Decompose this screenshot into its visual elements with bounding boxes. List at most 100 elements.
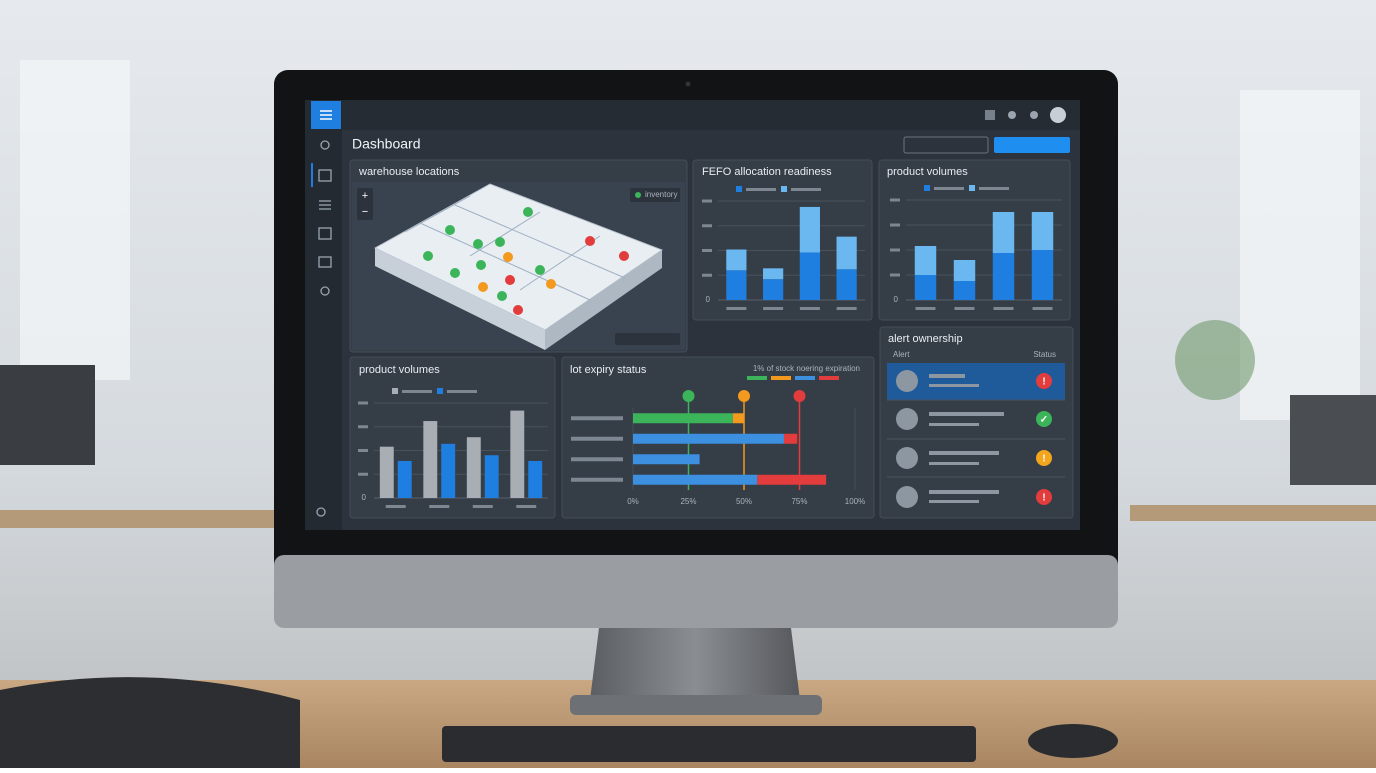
threshold-pin bbox=[793, 390, 806, 402]
bar bbox=[633, 454, 700, 465]
category-placeholder bbox=[799, 307, 820, 310]
legend-swatch bbox=[819, 376, 839, 380]
threshold-pin bbox=[738, 390, 750, 402]
legend-placeholder bbox=[791, 188, 821, 191]
panel-title: product volumes bbox=[887, 166, 968, 178]
chart-subtitle: 1% of stock noering expiration bbox=[753, 364, 860, 373]
top-icons[interactable] bbox=[985, 107, 1066, 123]
panel-title: lot expiry status bbox=[570, 364, 647, 376]
tick-placeholder bbox=[358, 401, 368, 405]
category-placeholder bbox=[516, 505, 537, 508]
keyboard bbox=[442, 726, 976, 762]
bar bbox=[379, 446, 394, 498]
sidebar bbox=[305, 100, 342, 530]
dropdown[interactable] bbox=[903, 136, 989, 154]
tick-placeholder bbox=[890, 223, 900, 227]
sidebar-icons[interactable] bbox=[316, 140, 332, 517]
legend-swatch bbox=[771, 376, 791, 380]
column-header: Alert bbox=[893, 350, 910, 359]
legend-swatch bbox=[795, 376, 815, 380]
bar bbox=[510, 410, 525, 498]
chair bbox=[0, 677, 300, 768]
bar bbox=[953, 260, 976, 281]
action-button[interactable] bbox=[994, 137, 1070, 153]
bar bbox=[757, 474, 827, 485]
category-placeholder bbox=[385, 505, 406, 508]
bar bbox=[992, 253, 1015, 300]
tick-placeholder bbox=[702, 273, 712, 277]
category-placeholder bbox=[429, 505, 450, 508]
bar bbox=[799, 206, 820, 253]
tick-placeholder bbox=[358, 425, 368, 429]
bar bbox=[726, 249, 747, 271]
svg-text:!: ! bbox=[1042, 377, 1045, 388]
threshold-pin bbox=[682, 390, 695, 402]
svg-text:−: − bbox=[362, 206, 368, 218]
bar bbox=[1031, 212, 1054, 250]
camera bbox=[685, 81, 691, 87]
category-placeholder bbox=[1032, 307, 1053, 310]
background-monitor bbox=[0, 365, 95, 465]
legend-placeholder bbox=[746, 188, 776, 191]
panel-title: warehouse locations bbox=[358, 166, 460, 178]
bar bbox=[914, 275, 937, 300]
panel-title: alert ownership bbox=[888, 333, 963, 345]
bar bbox=[992, 212, 1015, 253]
category-placeholder bbox=[472, 505, 493, 508]
bar bbox=[528, 460, 543, 498]
svg-text:!: ! bbox=[1042, 493, 1045, 504]
legend-swatch bbox=[736, 186, 742, 192]
row-placeholder bbox=[571, 416, 623, 421]
panel-title: FEFO allocation readiness bbox=[702, 166, 832, 178]
legend-placeholder bbox=[447, 390, 477, 393]
background-desk bbox=[1130, 505, 1376, 521]
x-tick-label: 50% bbox=[736, 497, 752, 506]
menu-icon bbox=[320, 110, 332, 120]
bar bbox=[783, 433, 798, 444]
x-tick-label: 0% bbox=[627, 497, 639, 506]
y-tick-label: 0 bbox=[362, 493, 367, 502]
bar bbox=[726, 270, 747, 300]
tick-placeholder bbox=[702, 224, 712, 228]
bar bbox=[799, 252, 820, 300]
bar bbox=[836, 236, 857, 270]
sidebar-active bbox=[311, 163, 313, 187]
category-placeholder bbox=[763, 307, 784, 310]
tick-placeholder bbox=[890, 248, 900, 252]
bar bbox=[423, 421, 438, 498]
bar bbox=[732, 413, 744, 424]
bar bbox=[763, 268, 784, 280]
window bbox=[20, 60, 130, 380]
bar bbox=[633, 474, 758, 485]
monitor-base bbox=[570, 695, 822, 715]
bar bbox=[441, 443, 456, 498]
bar bbox=[914, 246, 937, 275]
column-header: Status bbox=[1033, 350, 1056, 359]
bar bbox=[484, 455, 499, 498]
category-placeholder bbox=[836, 307, 857, 310]
legend-placeholder bbox=[934, 187, 964, 190]
svg-text:✓: ✓ bbox=[1040, 415, 1048, 426]
background-desk bbox=[0, 510, 290, 528]
bar bbox=[397, 460, 412, 498]
bar bbox=[953, 281, 976, 300]
legend-swatch bbox=[392, 388, 398, 394]
legend-swatch bbox=[924, 185, 930, 191]
monitor-stand bbox=[590, 620, 800, 700]
tick-placeholder bbox=[890, 198, 900, 202]
page-title: Dashboard bbox=[352, 136, 421, 152]
tick-placeholder bbox=[358, 472, 368, 476]
plant bbox=[1175, 320, 1255, 400]
y-tick-label: 0 bbox=[706, 295, 711, 304]
top-bar bbox=[305, 100, 1080, 130]
tick-placeholder bbox=[890, 273, 900, 277]
mouse bbox=[1028, 724, 1118, 758]
tick-placeholder bbox=[702, 249, 712, 252]
svg-text:+: + bbox=[362, 190, 368, 202]
alert-list[interactable]: ! ✓!! bbox=[887, 363, 1065, 508]
bar bbox=[836, 269, 857, 300]
bar bbox=[1031, 250, 1054, 300]
tick-placeholder bbox=[702, 199, 712, 203]
